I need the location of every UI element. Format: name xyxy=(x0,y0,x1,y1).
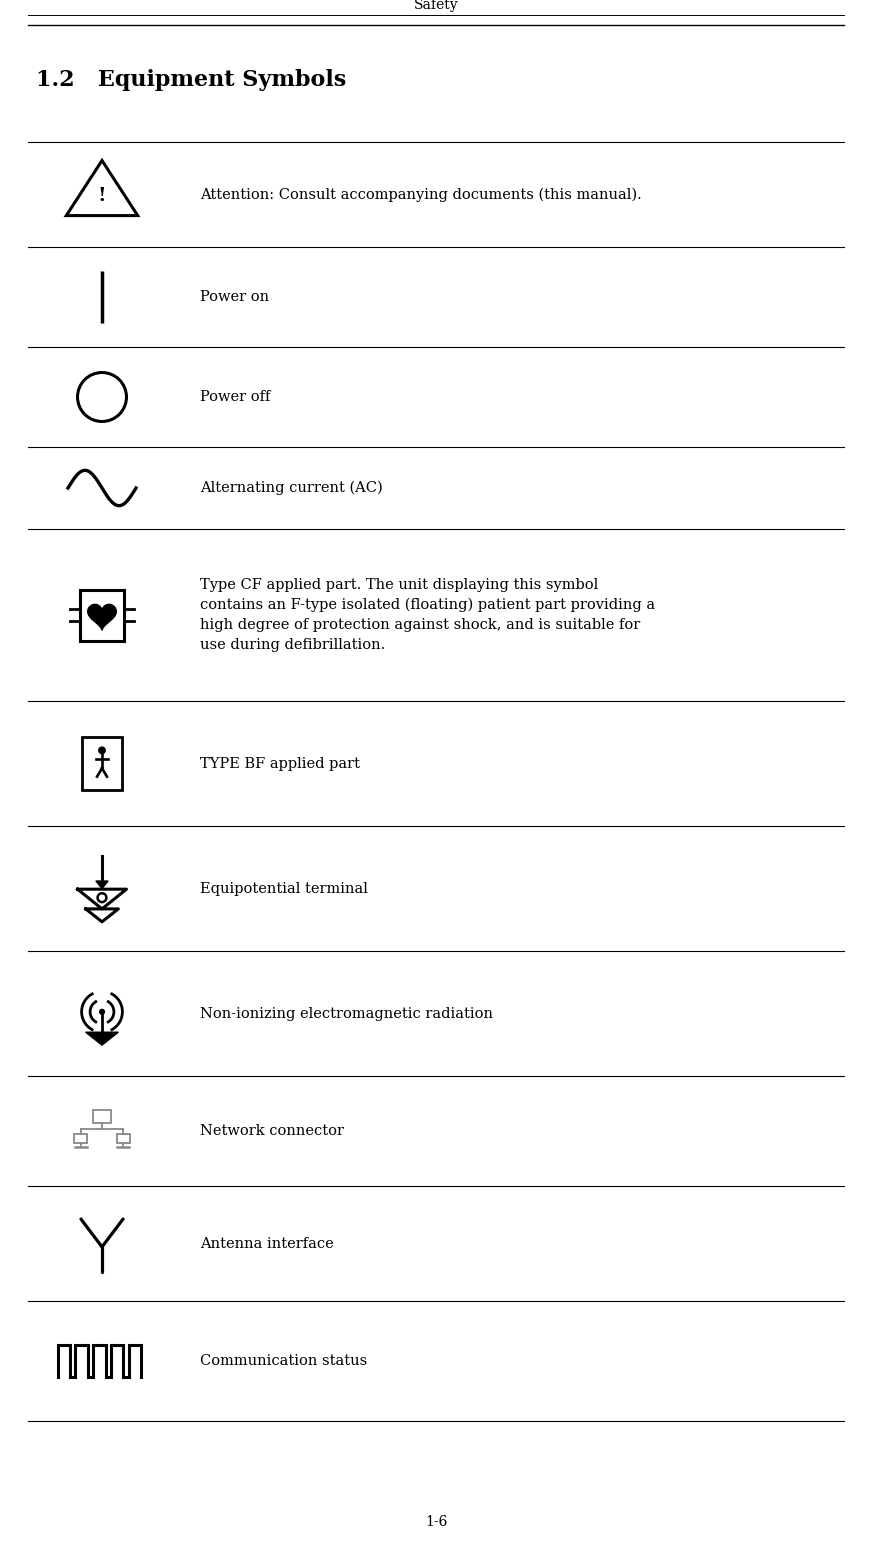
Polygon shape xyxy=(85,1032,119,1044)
Text: Alternating current (AC): Alternating current (AC) xyxy=(200,481,383,495)
Text: Network connector: Network connector xyxy=(200,1124,344,1138)
Text: Power off: Power off xyxy=(200,390,270,404)
Text: !: ! xyxy=(98,188,106,205)
Text: Safety: Safety xyxy=(413,0,459,12)
Text: Type CF applied part. The unit displaying this symbol
contains an F-type isolate: Type CF applied part. The unit displayin… xyxy=(200,577,655,652)
Circle shape xyxy=(99,747,106,754)
Text: Non-ionizing electromagnetic radiation: Non-ionizing electromagnetic radiation xyxy=(200,1007,493,1021)
Text: 1-6: 1-6 xyxy=(425,1515,447,1529)
Text: Antenna interface: Antenna interface xyxy=(200,1237,334,1251)
Polygon shape xyxy=(88,604,116,630)
Bar xyxy=(80,590,124,641)
Bar xyxy=(92,1110,112,1122)
Text: TYPE BF applied part: TYPE BF applied part xyxy=(200,756,360,770)
Text: Power on: Power on xyxy=(200,290,269,304)
Bar xyxy=(82,737,122,790)
Text: Attention: Consult accompanying documents (this manual).: Attention: Consult accompanying document… xyxy=(200,188,642,202)
Circle shape xyxy=(99,1009,105,1013)
Bar xyxy=(117,1133,130,1144)
Text: 1.2   Equipment Symbols: 1.2 Equipment Symbols xyxy=(36,68,346,92)
Bar xyxy=(74,1133,87,1144)
Polygon shape xyxy=(96,882,108,888)
Text: Communication status: Communication status xyxy=(200,1353,367,1367)
Text: Equipotential terminal: Equipotential terminal xyxy=(200,882,368,896)
